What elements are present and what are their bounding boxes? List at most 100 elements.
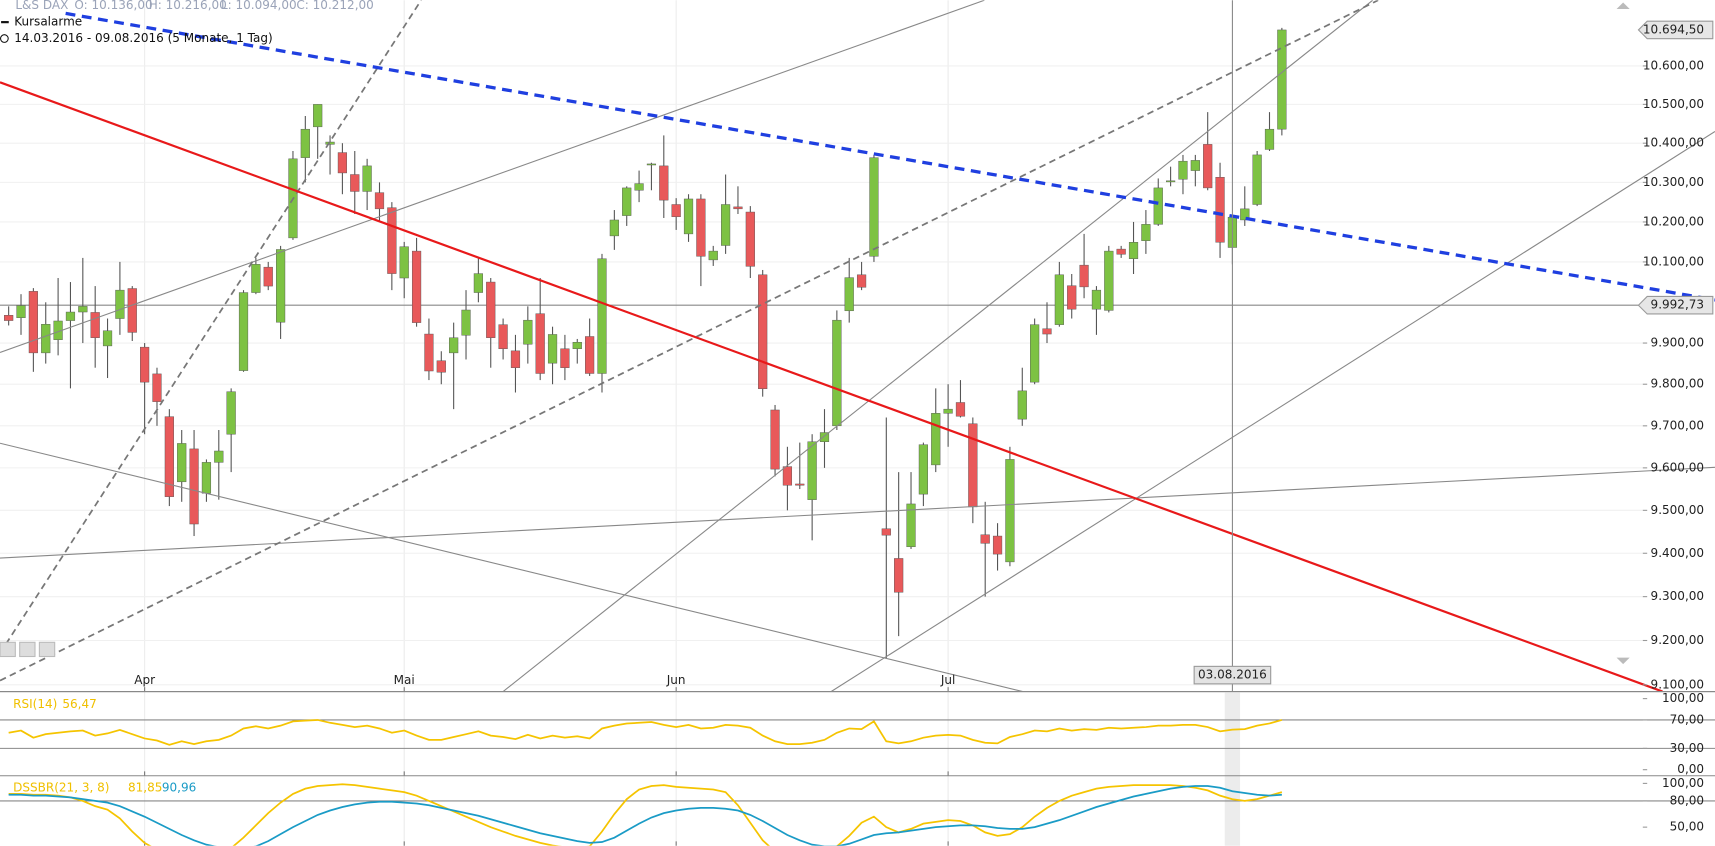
y-tick-label: 9.900,00 [1651, 336, 1705, 350]
candle-body [510, 350, 521, 368]
indicator-panel [8, 783, 1283, 846]
candle-body [807, 441, 817, 500]
trend-line [0, 0, 985, 353]
ohlc-label: L: 10.094,00 [221, 0, 297, 12]
candle-body [127, 288, 137, 333]
candle-body [770, 409, 780, 470]
tool-button[interactable] [38, 641, 56, 658]
candle-body [115, 289, 125, 319]
candle-body [943, 408, 953, 414]
candle-body [362, 165, 372, 192]
candle-body [585, 336, 595, 374]
candle-body [1005, 459, 1015, 563]
candle-body [795, 483, 805, 486]
candle-body [238, 292, 249, 371]
candle-body [276, 249, 286, 323]
dashed-trend-line [0, 0, 1379, 682]
candle-body [325, 141, 335, 145]
candle-body [473, 273, 483, 293]
candle-body [819, 432, 830, 442]
candle-body [65, 311, 76, 321]
y-tick-label: 9.300,00 [1651, 589, 1705, 603]
trend-line [0, 442, 1023, 692]
ohlc-label: C: 10.212,00 [296, 0, 373, 12]
candle-body [140, 346, 150, 383]
candle-body [300, 128, 310, 158]
trend-line [502, 0, 1373, 692]
candle-body [189, 448, 199, 525]
indicator-line [8, 783, 1283, 846]
blue-dashed-line [65, 11, 1715, 302]
candle-body [226, 391, 236, 435]
title-icon [1, 21, 9, 24]
indicator-layer [8, 719, 1283, 846]
candle-body [102, 330, 113, 347]
crosshair-label: 03.08.2016 [1198, 668, 1267, 682]
indicator-title: DSSBR(21, 3, 8) [13, 780, 109, 794]
candle-body [968, 423, 978, 508]
trend-lines [0, 0, 1715, 692]
candle-body [597, 258, 607, 374]
x-tick-label: Apr [134, 673, 155, 687]
y-tick-label: 10.100,00 [1643, 254, 1704, 268]
trend-line [830, 131, 1715, 692]
candle-body [572, 342, 582, 350]
y-tick-label: 10.400,00 [1643, 136, 1704, 150]
candle-body [449, 337, 459, 354]
candle-body [832, 319, 842, 427]
y-tick-label: 100,00 [1662, 776, 1704, 790]
candle-body [1067, 285, 1077, 310]
candle-body [1030, 324, 1040, 383]
tool-button[interactable] [0, 641, 16, 658]
y-tick-label: 80,00 [1670, 793, 1704, 807]
tool-button[interactable] [19, 641, 36, 658]
candle-body [745, 211, 755, 267]
candle-body [733, 206, 743, 210]
y-tick-label: 9.200,00 [1651, 633, 1705, 647]
candle-body [177, 443, 187, 483]
clock-icon [0, 34, 9, 43]
candle-body [1091, 289, 1102, 310]
scroll-up[interactable] [1616, 2, 1630, 10]
toolbar[interactable] [0, 641, 56, 658]
y-tick-label: 100,00 [1662, 691, 1704, 705]
candle-body [1190, 160, 1200, 171]
resistance-line [0, 81, 1663, 692]
scroll-down[interactable] [1616, 657, 1630, 665]
candle-body [560, 348, 570, 368]
candle-body [263, 266, 273, 287]
candle-body [251, 264, 261, 293]
y-tick-label: 0,00 [1677, 762, 1704, 776]
candle-body [708, 250, 718, 261]
candle-body [1178, 160, 1188, 180]
indicator-title: RSI(14) [13, 697, 57, 711]
candle-body [1079, 264, 1089, 288]
candle-body [721, 204, 731, 246]
instrument-name: L&S DAX [15, 0, 68, 12]
candle-body [1042, 328, 1052, 335]
y-tick-label: 10.300,00 [1643, 175, 1704, 189]
candle-body [634, 183, 644, 191]
indicator-line [8, 785, 1282, 846]
candle-body [436, 360, 446, 373]
candle-body [1104, 250, 1114, 311]
crosshair-label-box [1193, 665, 1272, 685]
candle-body [1017, 390, 1027, 420]
y-tick-label: 9.500,00 [1651, 503, 1705, 517]
x-tick-label: Jun [666, 673, 686, 687]
candle-body [486, 281, 496, 338]
candle-body [424, 333, 434, 372]
price-marker-box [1637, 295, 1714, 315]
candle-body [683, 198, 694, 235]
chart-title: Kursalarme [14, 15, 82, 29]
candle-body [337, 152, 348, 174]
candle-body [1116, 248, 1126, 255]
candle-body [461, 309, 471, 336]
candle-body [16, 305, 26, 318]
ohlc-label: H: 10.216,00 [149, 0, 227, 12]
candle-layer [4, 27, 1287, 659]
candle-body [90, 312, 100, 338]
candle-body [622, 187, 632, 216]
